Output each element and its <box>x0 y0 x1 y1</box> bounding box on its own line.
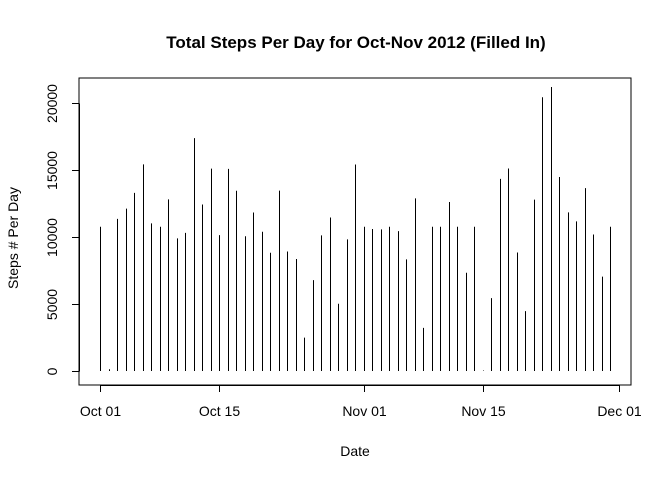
x-tick-label: Nov 01 <box>342 403 387 419</box>
x-tick-label: Oct 01 <box>80 403 121 419</box>
x-axis: Oct 01 Oct 15 Nov 01 Nov 15 Dec 01 <box>80 385 642 419</box>
y-axis-label: Steps # Per Day <box>5 187 21 289</box>
y-tick-label: 15000 <box>44 151 60 190</box>
chart-title: Total Steps Per Day for Oct-Nov 2012 (Fi… <box>166 33 545 52</box>
x-axis-label: Date <box>340 443 370 459</box>
x-tick-label: Oct 15 <box>199 403 240 419</box>
y-tick-label: 0 <box>44 367 60 375</box>
y-tick-label: 10000 <box>44 218 60 257</box>
y-tick-label: 5000 <box>44 289 60 320</box>
x-tick-label: Dec 01 <box>597 403 642 419</box>
x-tick-label: Nov 15 <box>461 403 506 419</box>
y-axis: 0 5000 10000 15000 20000 <box>44 84 80 375</box>
series-spikes <box>100 87 611 371</box>
y-tick-label: 20000 <box>44 84 60 123</box>
